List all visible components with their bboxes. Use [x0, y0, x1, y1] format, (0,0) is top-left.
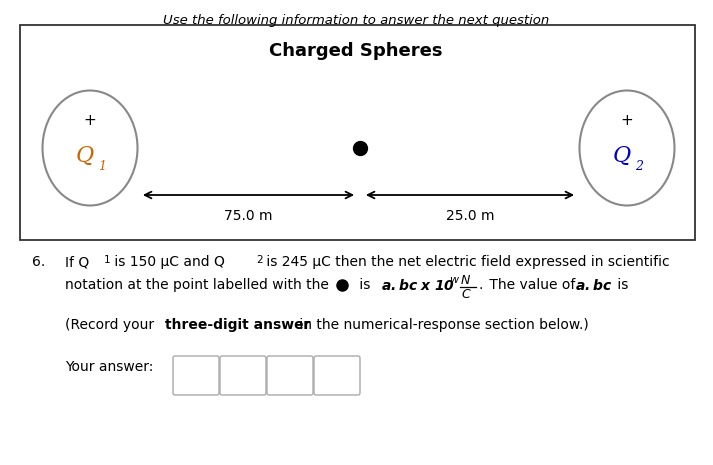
- FancyBboxPatch shape: [267, 356, 313, 395]
- Text: $\mathit{w}$: $\mathit{w}$: [449, 275, 460, 285]
- Text: notation at the point labelled with the: notation at the point labelled with the: [65, 278, 329, 292]
- Text: is: is: [355, 278, 375, 292]
- FancyBboxPatch shape: [220, 356, 266, 395]
- Text: 2: 2: [256, 255, 262, 265]
- Text: Q: Q: [76, 145, 94, 167]
- Bar: [20, 25, 695, 240]
- Text: The value of: The value of: [485, 278, 580, 292]
- Text: If Q: If Q: [65, 255, 89, 269]
- Text: Use the following information to answer the next question: Use the following information to answer …: [163, 14, 549, 27]
- Text: three-digit answer: three-digit answer: [165, 318, 310, 332]
- Text: 6.: 6.: [32, 255, 45, 269]
- Text: $\bfit{a.bc}$ $\bfit{x}$ $\bfit{10}$: $\bfit{a.bc}$ $\bfit{x}$ $\bfit{10}$: [381, 278, 455, 293]
- Text: (Record your: (Record your: [65, 318, 158, 332]
- Text: $N$: $N$: [460, 274, 471, 287]
- Text: +: +: [83, 113, 96, 127]
- Text: is 245 μC then the net electric field expressed in scientific: is 245 μC then the net electric field ex…: [262, 255, 670, 269]
- Text: Your answer:: Your answer:: [65, 360, 153, 374]
- Text: 1: 1: [98, 159, 106, 173]
- Ellipse shape: [43, 91, 138, 206]
- Text: is 150 μC and Q: is 150 μC and Q: [110, 255, 225, 269]
- Ellipse shape: [580, 91, 674, 206]
- Text: 1: 1: [104, 255, 111, 265]
- Text: Charged Spheres: Charged Spheres: [270, 42, 443, 60]
- Text: +: +: [620, 113, 633, 127]
- FancyBboxPatch shape: [314, 356, 360, 395]
- FancyBboxPatch shape: [173, 356, 219, 395]
- Text: Q: Q: [613, 145, 631, 167]
- Text: .: .: [478, 278, 483, 292]
- Text: $C$: $C$: [461, 288, 472, 301]
- Text: $\bfit{a.bc}$: $\bfit{a.bc}$: [575, 278, 612, 293]
- Text: 25.0 m: 25.0 m: [446, 209, 494, 223]
- Text: is: is: [613, 278, 628, 292]
- Text: 2: 2: [635, 159, 643, 173]
- Text: 75.0 m: 75.0 m: [225, 209, 273, 223]
- Text: in the numerical-response section below.): in the numerical-response section below.…: [295, 318, 589, 332]
